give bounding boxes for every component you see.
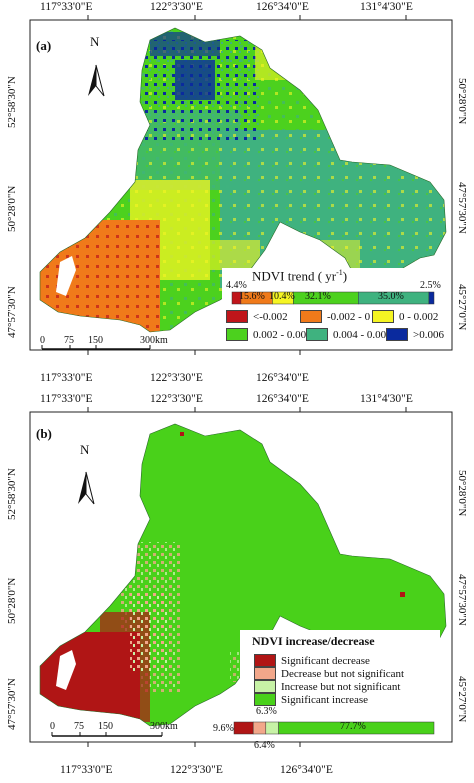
bar-segment: [233, 721, 254, 735]
trend-percent-bar: [231, 291, 435, 305]
lake-hole: [56, 256, 76, 296]
lon-label: 117°33'0"E: [40, 372, 93, 384]
lon-label: 126°34'0"E: [256, 1, 309, 13]
scale-label: 150: [98, 721, 113, 732]
north-arrow-icon: [78, 471, 95, 505]
bar-segment: [252, 721, 267, 735]
panel-b: (b) N 117°33'0"E 122°3'30"E 126°34'0"E 1…: [0, 392, 474, 783]
lat-label: 45°27'0"N: [456, 676, 468, 723]
scale-label: 300km: [140, 335, 168, 346]
lon-label: 126°34'0"E: [256, 393, 309, 405]
legend-item: <-0.002: [226, 310, 288, 323]
lon-label: 117°33'0"E: [60, 764, 113, 776]
scale-label: 0: [50, 721, 55, 732]
significance-percent-bar: [233, 721, 435, 735]
legend-item: Significant decrease: [254, 654, 370, 667]
lat-label: 50°28'0"N: [6, 577, 18, 624]
lon-label: 122°3'30"E: [170, 764, 223, 776]
scale-label: 150: [88, 335, 103, 346]
bar-percent: 77.7%: [340, 721, 366, 732]
lat-label: 47°57'30"N: [6, 286, 18, 338]
bar-segment: [428, 291, 435, 305]
bar-percent: 2.5%: [420, 280, 441, 291]
bar-percent: 32.1%: [305, 291, 331, 302]
legend-item: 0.004 - 0.006: [306, 328, 392, 341]
lon-label: 122°3'30"E: [150, 1, 203, 13]
bar-percent: 10.4%: [269, 291, 295, 302]
scale-label: 75: [74, 721, 84, 732]
legend-item: -0.002 - 0: [300, 310, 370, 323]
lat-label: 52°58'30"N: [6, 76, 18, 128]
lon-label: 126°34'0"E: [256, 372, 309, 384]
legend-item: 0 - 0.002: [372, 310, 438, 323]
lat-label: 52°58'30"N: [6, 468, 18, 520]
legend-item: 0.002 - 0.004: [226, 328, 312, 341]
lon-label: 122°3'30"E: [150, 372, 203, 384]
map-frame: [29, 411, 453, 743]
lon-label: 126°34'0"E: [280, 764, 333, 776]
bar-segment: [278, 721, 435, 735]
bar-percent: 9.6%: [213, 723, 234, 734]
legend-item: >0.006: [386, 328, 444, 341]
bar-segment: [265, 721, 279, 735]
graticule-ticks: [87, 15, 407, 355]
lat-label: 47°57'30"N: [456, 574, 468, 626]
bar-percent: 4.4%: [226, 280, 247, 291]
legend-item: Increase but not significant: [254, 680, 400, 693]
legend-title: NDVI increase/decrease: [252, 634, 375, 648]
lon-label: 131°4'30"E: [360, 393, 413, 405]
graticule-ticks: [87, 407, 407, 747]
lon-label: 117°33'0"E: [40, 393, 93, 405]
lat-label: 45°27'0"N: [456, 284, 468, 331]
bar-percent: 6.3%: [256, 706, 277, 717]
lat-label: 50°28'0"N: [6, 185, 18, 232]
scale-bar: [51, 732, 163, 737]
scale-label: 0: [40, 335, 45, 346]
bar-percent: 15.6%: [239, 291, 265, 302]
lat-label: 50°28'0"N: [456, 470, 468, 517]
north-label: N: [90, 34, 100, 49]
map-frame: [29, 19, 453, 351]
panel-a-map: [29, 15, 453, 355]
lat-label: 47°57'30"N: [456, 182, 468, 234]
bar-percent: 35.0%: [378, 291, 404, 302]
lon-label: 131°4'30"E: [360, 1, 413, 13]
panel-b-map: [29, 407, 453, 747]
lon-label: 117°33'0"E: [40, 1, 93, 13]
scale-bar: [41, 345, 151, 350]
lat-label: 47°57'30"N: [6, 678, 18, 730]
lon-label: 122°3'30"E: [150, 393, 203, 405]
panel-label: (a): [36, 38, 52, 53]
lake-hole: [56, 650, 76, 690]
legend-item: Decrease but not significant: [254, 667, 404, 680]
lat-label: 50°28'0"N: [456, 78, 468, 125]
north-arrow-icon: [88, 64, 105, 97]
panel-a: (a) N 117°33'0"E 122°3'30"E 126°34'0"E 1…: [6, 1, 468, 384]
panel-label: (b): [36, 426, 52, 441]
bar-percent: 6.4%: [254, 740, 275, 751]
legend-title: NDVI trend ( yr-1): [252, 268, 348, 284]
north-label: N: [80, 442, 90, 457]
legend-item: Significant increase: [254, 693, 368, 706]
scale-label: 75: [64, 335, 74, 346]
scale-label: 300km: [150, 721, 178, 732]
